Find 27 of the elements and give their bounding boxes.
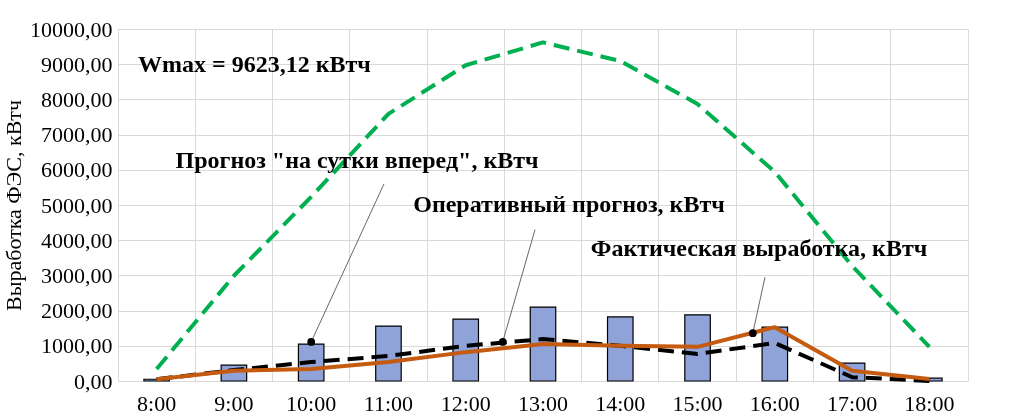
x-tick-label: 10:00 [286,390,337,416]
y-tick-label: 10000,00 [30,16,113,42]
y-tick-label: 0,00 [74,368,113,394]
x-tick-label: 18:00 [904,390,955,416]
y-tick-label: 8000,00 [41,86,113,112]
x-tick-label: 15:00 [672,390,723,416]
y-tick-label: 2000,00 [41,298,113,324]
y-tick-label: 5000,00 [41,192,113,218]
x-tick-label: 12:00 [440,390,491,416]
annotation: Wmax = 9623,12 кВтч [138,51,371,77]
text: Оперативный прогноз, кВтч [413,191,725,217]
y-tick-label: 1000,00 [41,333,113,359]
x-tick-label: 17:00 [827,390,878,416]
y-tick-label: 6000,00 [41,157,113,183]
y-tick-label: 3000,00 [41,262,113,288]
x-tick-label: 14:00 [595,390,646,416]
text: Фактическая выработка, кВтч [590,235,928,261]
y-tick-label: 4000,00 [41,227,113,253]
y-tick-label: 9000,00 [41,51,113,77]
x-tick-label: 8:00 [137,390,177,416]
x-tick-label: 13:00 [517,390,569,416]
x-tick-label: 16:00 [749,390,800,416]
y-tick-label: 7000,00 [41,122,113,148]
x-tick-label: 9:00 [214,390,254,416]
x-tick-label: 11:00 [363,390,414,416]
y-axis-title: Выработка ФЭС, кВтч [1,100,26,311]
text: Прогноз "на сутки вперед", кВтч [175,147,539,173]
